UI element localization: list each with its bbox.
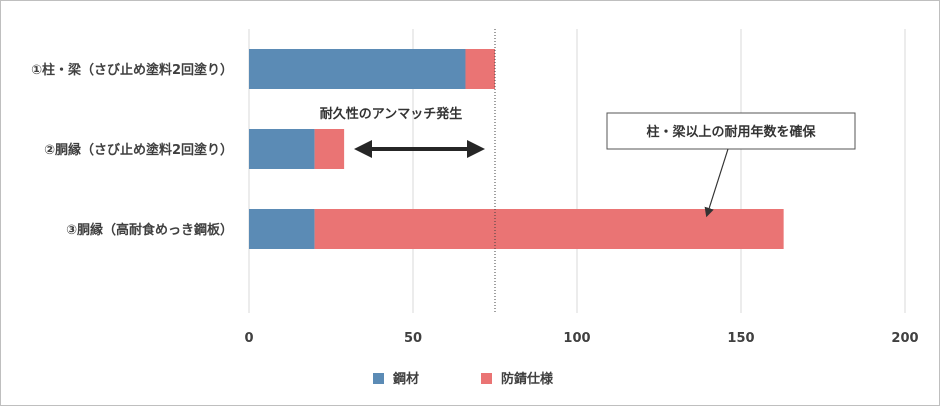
x-tick-label-1: 50 <box>404 331 422 346</box>
category-label-2: ③胴縁（高耐食めっき鋼板） <box>66 222 233 238</box>
bar-rustproof-1 <box>314 129 345 169</box>
bar-steel-0 <box>249 49 466 89</box>
callout-box <box>606 112 856 150</box>
category-label-1: ②胴縁（さび止め塗料2回塗り） <box>44 142 233 158</box>
legend-swatch-rustproof <box>481 373 492 384</box>
category-labels: ①柱・梁（さび止め塗料2回塗り） ②胴縁（さび止め塗料2回塗り） ③胴縁（高耐食めっ… <box>31 62 233 238</box>
x-tick-label-3: 150 <box>727 331 754 346</box>
callout-text: 柱・梁以上の耐用年数を確保 <box>646 124 816 140</box>
bar-rustproof-2 <box>314 209 784 249</box>
bar-steel-2 <box>249 209 315 249</box>
bar-rustproof-0 <box>465 49 495 89</box>
category-label-0: ①柱・梁（さび止め塗料2回塗り） <box>31 62 233 78</box>
bar-steel-1 <box>249 129 315 169</box>
callout-arrow <box>704 148 729 218</box>
x-tick-labels: 0 50 100 150 200 <box>244 331 918 346</box>
x-tick-label-4: 200 <box>891 331 918 346</box>
legend-swatch-steel <box>373 373 384 384</box>
mismatch-annotation-text: 耐久性のアンマッチ発生 <box>320 106 462 122</box>
x-tick-label-0: 0 <box>244 331 253 346</box>
x-tick-label-2: 100 <box>563 331 590 346</box>
bars <box>249 49 784 249</box>
legend: 鋼材 防錆仕様 <box>373 371 554 387</box>
legend-label-rustproof: 防錆仕様 <box>501 371 554 387</box>
legend-label-steel: 鋼材 <box>392 371 419 387</box>
double-arrow <box>354 140 485 158</box>
